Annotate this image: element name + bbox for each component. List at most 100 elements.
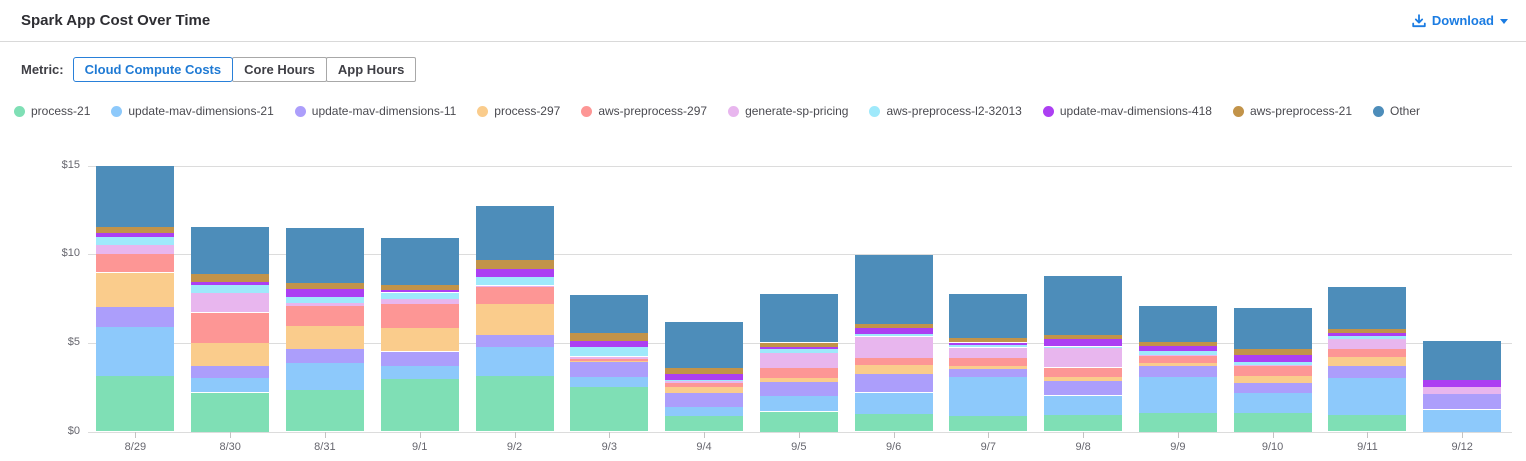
bar-segment-9-9-aws-preprocess-l2-32013[interactable] [1138,350,1217,356]
bar-segment-9-1-aws-preprocess-297[interactable] [380,303,459,329]
bar-segment-8-29-aws-preprocess-l2-32013[interactable] [96,237,175,245]
bar-segment-9-7-process-21[interactable] [949,416,1028,432]
bar-segment-8-30-aws-preprocess-297[interactable] [191,312,270,343]
bar-segment-9-6-aws-preprocess-l2-32013[interactable] [854,333,933,337]
bar-segment-8-31-update-mav-dimensions-21[interactable] [285,363,364,390]
bar-segment-9-6-update-mav-dimensions-418[interactable] [854,328,933,334]
bar-segment-9-4-process-21[interactable] [665,416,743,432]
bar-segment-9-8-update-mav-dimensions-418[interactable] [1044,339,1123,347]
bar-segment-9-9-update-mav-dimensions-11[interactable] [1138,366,1217,377]
bar-segment-9-7-aws-preprocess-21[interactable] [949,338,1028,343]
bar-segment-9-9-other[interactable] [1138,305,1217,342]
bar-segment-8-29-generate-sp-pricing[interactable] [96,244,175,254]
bar-segment-9-3-aws-preprocess-l2-32013[interactable] [570,346,649,357]
metric-option-cloud-compute-costs[interactable]: Cloud Compute Costs [72,56,234,82]
bar-segment-8-30-aws-preprocess-l2-32013[interactable] [191,284,270,294]
bar-segment-9-8-update-mav-dimensions-21[interactable] [1044,395,1123,415]
bar-segment-9-4-aws-preprocess-l2-32013[interactable] [665,379,743,382]
bar-segment-8-30-update-mav-dimensions-21[interactable] [191,377,270,393]
bar-segment-9-8-other[interactable] [1044,275,1123,335]
bar-segment-9-9-generate-sp-pricing[interactable] [1138,355,1217,356]
bar-segment-9-9-aws-preprocess-21[interactable] [1138,341,1217,347]
bar-segment-9-7-update-mav-dimensions-11[interactable] [949,369,1028,378]
bar-segment-9-5-update-mav-dimensions-418[interactable] [759,346,838,350]
bar-segment-9-2-update-mav-dimensions-418[interactable] [475,268,554,278]
bar-segment-8-31-generate-sp-pricing[interactable] [285,303,364,306]
bar-segment-8-29-other[interactable] [96,166,175,227]
bar-segment-9-3-process-21[interactable] [570,387,649,432]
bar-segment-9-11-update-mav-dimensions-418[interactable] [1328,332,1407,336]
bar-segment-9-6-aws-preprocess-297[interactable] [854,357,933,365]
bar-segment-9-8-aws-preprocess-l2-32013[interactable] [1044,346,1123,349]
bar-segment-9-12-generate-sp-pricing[interactable] [1423,386,1502,395]
bar-segment-9-7-process-297[interactable] [949,366,1028,370]
bar-segment-9-1-aws-preprocess-l2-32013[interactable] [380,292,459,300]
bar-segment-9-5-aws-preprocess-21[interactable] [759,342,838,347]
bar-segment-9-5-aws-preprocess-297[interactable] [759,368,838,379]
bar-segment-9-10-generate-sp-pricing[interactable] [1233,364,1312,366]
bar-segment-8-29-aws-preprocess-297[interactable] [96,253,175,273]
bar-segment-9-10-update-mav-dimensions-21[interactable] [1233,393,1312,413]
bar-segment-8-31-process-21[interactable] [285,389,364,432]
bar-segment-9-1-process-21[interactable] [380,379,459,432]
bar-segment-9-11-other[interactable] [1328,286,1407,330]
bar-segment-9-6-generate-sp-pricing[interactable] [854,336,933,358]
bar-segment-9-8-update-mav-dimensions-11[interactable] [1044,380,1123,396]
bar-segment-9-4-update-mav-dimensions-21[interactable] [665,406,743,417]
bar-segment-9-2-update-mav-dimensions-11[interactable] [475,334,554,348]
bar-segment-9-10-aws-preprocess-21[interactable] [1233,348,1312,355]
bar-segment-9-12-update-mav-dimensions-418[interactable] [1423,380,1502,387]
bar-segment-8-30-aws-preprocess-21[interactable] [191,274,270,282]
bar-segment-9-8-aws-preprocess-297[interactable] [1044,367,1123,377]
bar-segment-9-12-other[interactable] [1423,341,1502,381]
bar-segment-9-1-other[interactable] [380,237,459,285]
bar-segment-8-30-process-21[interactable] [191,392,270,432]
bar-segment-9-9-update-mav-dimensions-21[interactable] [1138,377,1217,413]
bar-segment-9-3-aws-preprocess-297[interactable] [570,358,649,362]
bar-segment-9-4-generate-sp-pricing[interactable] [665,381,743,384]
bar-segment-9-6-update-mav-dimensions-21[interactable] [854,392,933,415]
bar-segment-9-2-process-297[interactable] [475,303,554,335]
bar-segment-8-30-process-297[interactable] [191,342,270,366]
bar-segment-9-2-other[interactable] [475,205,554,260]
bar-segment-9-7-generate-sp-pricing[interactable] [949,347,1028,359]
bar-segment-9-7-update-mav-dimensions-418[interactable] [949,342,1028,345]
bar-segment-9-3-aws-preprocess-21[interactable] [570,332,649,341]
bar-segment-9-1-update-mav-dimensions-11[interactable] [380,351,459,367]
bar-segment-9-11-aws-preprocess-21[interactable] [1328,329,1407,333]
bar-segment-9-10-other[interactable] [1233,308,1312,349]
bar-segment-9-4-update-mav-dimensions-418[interactable] [665,373,743,380]
bar-segment-9-5-update-mav-dimensions-21[interactable] [759,395,838,412]
bar-segment-9-7-update-mav-dimensions-21[interactable] [949,377,1028,417]
bar-segment-9-6-process-297[interactable] [854,364,933,374]
bar-segment-9-6-other[interactable] [854,255,933,325]
bar-segment-9-10-process-21[interactable] [1233,412,1312,432]
bar-segment-9-5-generate-sp-pricing[interactable] [759,353,838,369]
bar-segment-9-12-update-mav-dimensions-21[interactable] [1423,409,1502,432]
bar-segment-9-2-aws-preprocess-297[interactable] [475,286,554,304]
bar-segment-9-3-other[interactable] [570,294,649,333]
bar-segment-9-8-process-21[interactable] [1044,414,1123,432]
metric-option-app-hours[interactable]: App Hours [325,56,417,82]
bar-segment-9-6-aws-preprocess-21[interactable] [854,324,933,329]
bar-segment-9-9-update-mav-dimensions-418[interactable] [1138,346,1217,351]
bar-segment-9-11-generate-sp-pricing[interactable] [1328,339,1407,349]
bar-segment-9-6-process-21[interactable] [854,414,933,432]
bar-segment-8-30-update-mav-dimensions-11[interactable] [191,365,270,378]
bar-segment-9-2-aws-preprocess-l2-32013[interactable] [475,277,554,286]
bar-segment-9-12-update-mav-dimensions-11[interactable] [1423,394,1502,410]
bar-segment-9-8-generate-sp-pricing[interactable] [1044,348,1123,368]
bar-segment-9-10-update-mav-dimensions-11[interactable] [1233,383,1312,393]
bar-segment-8-29-update-mav-dimensions-418[interactable] [96,233,175,238]
bar-segment-9-9-process-21[interactable] [1138,412,1217,432]
bar-segment-9-1-generate-sp-pricing[interactable] [380,299,459,304]
bar-segment-9-7-other[interactable] [949,293,1028,338]
bar-segment-8-29-aws-preprocess-21[interactable] [96,227,175,234]
bar-segment-8-30-generate-sp-pricing[interactable] [191,293,270,313]
bar-segment-9-4-other[interactable] [665,322,743,369]
bar-segment-9-1-update-mav-dimensions-418[interactable] [380,289,459,293]
bar-segment-8-31-other[interactable] [285,228,364,284]
bar-segment-9-11-update-mav-dimensions-11[interactable] [1328,366,1407,379]
bar-segment-9-2-generate-sp-pricing[interactable] [475,285,554,287]
bar-segment-8-29-process-21[interactable] [96,375,175,432]
